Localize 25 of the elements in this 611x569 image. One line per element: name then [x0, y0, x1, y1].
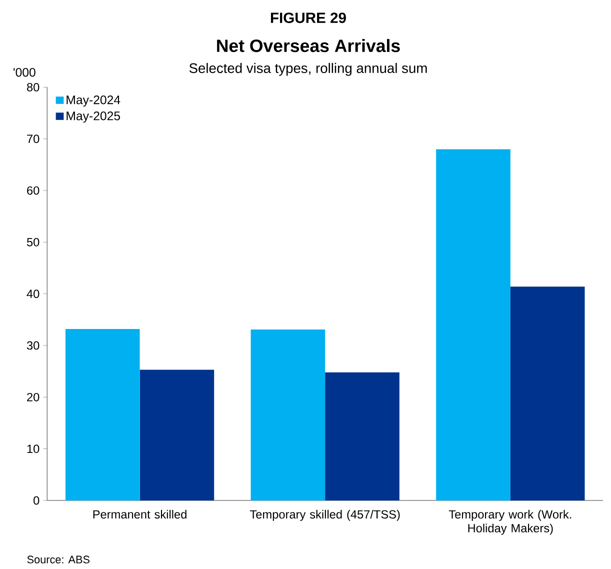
source-note: Source: ABS: [27, 556, 90, 564]
legend-label: May-2024: [66, 96, 120, 107]
caption: FIGURE 29: [270, 12, 346, 24]
y-tick-label: 40: [26, 290, 40, 298]
y-tick-label: 10: [27, 444, 40, 454]
bar: [250, 330, 326, 501]
x-tick-label: Permanent skilled: [93, 510, 186, 519]
y-tick-label: 30: [26, 341, 40, 350]
y-axis-title: '000: [14, 68, 36, 77]
y-tick-label: 80: [26, 83, 40, 92]
x-tick-label: Temporary work (Work. Holiday Makers): [448, 510, 572, 535]
y-tick-label: 0: [34, 496, 40, 505]
y-tick-label: 60: [27, 186, 40, 195]
legend-label: May-2025: [66, 112, 120, 123]
bar: [140, 370, 214, 501]
bar: [510, 286, 585, 501]
bar: [436, 149, 510, 501]
chart-subtitle: Selected visa types, rolling annual sum: [189, 62, 427, 76]
chart-title: Net Overseas Arrivals: [217, 39, 400, 52]
x-tick-label: Temporary skilled (457/TSS): [250, 510, 400, 522]
y-tick-label: 70: [27, 134, 40, 144]
y-tick-label: 50: [26, 238, 40, 246]
bar: [325, 372, 400, 501]
y-tick-label: 20: [27, 393, 40, 402]
bar: [65, 329, 140, 501]
